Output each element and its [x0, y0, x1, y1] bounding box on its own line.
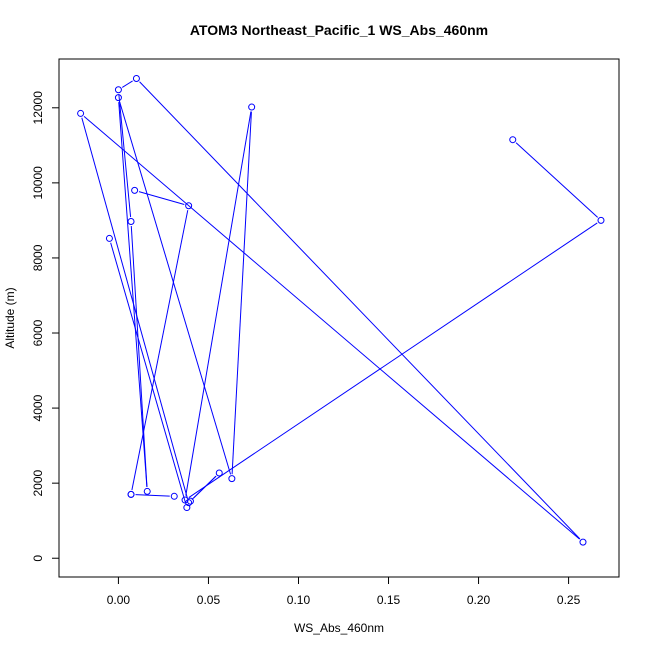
y-axis-label: Altitude (m) — [3, 287, 17, 348]
series-segment — [188, 222, 598, 498]
x-axis-label: WS_Abs_460nm — [294, 621, 384, 635]
data-point — [228, 475, 236, 483]
series-segment — [119, 101, 232, 475]
series-segment — [130, 225, 148, 487]
chart-title: ATOM3 Northeast_Pacific_1 WS_Abs_460nm — [190, 22, 488, 38]
series-segment — [135, 494, 170, 497]
x-tick-label: 0.05 — [197, 593, 221, 607]
data-point — [509, 136, 517, 144]
data-point — [127, 490, 135, 498]
series-segment — [121, 80, 133, 88]
series-segment — [118, 102, 148, 487]
series-segment — [83, 115, 580, 540]
data-point — [131, 186, 139, 194]
series-segment — [139, 81, 581, 540]
data-point — [77, 109, 85, 117]
data-point — [215, 469, 223, 477]
y-tick-label: 0 — [31, 555, 45, 562]
data-point — [186, 497, 194, 505]
series-segment — [231, 111, 252, 475]
data-point — [185, 499, 193, 507]
series-2 — [127, 490, 178, 500]
data-point — [248, 103, 256, 111]
series-segment — [118, 94, 132, 218]
series-0 — [77, 75, 605, 546]
data-point — [105, 234, 113, 242]
data-point — [185, 202, 193, 210]
data-point — [170, 492, 178, 500]
x-tick-label: 0.00 — [107, 593, 131, 607]
data-point — [183, 504, 191, 512]
series-segment — [81, 117, 188, 499]
x-tick-label: 0.15 — [377, 593, 401, 607]
y-tick-label: 6000 — [31, 319, 45, 346]
x-tick-label: 0.20 — [467, 593, 491, 607]
series-layer — [77, 75, 605, 546]
y-axis: 0 2000 4000 6000 8000 10000 12000 — [31, 91, 60, 562]
series-segment — [193, 475, 217, 499]
x-axis: 0.00 0.05 0.10 0.15 0.20 0.25 — [107, 576, 581, 607]
x-tick-label: 0.10 — [287, 593, 311, 607]
data-point — [579, 538, 587, 546]
y-tick-label: 12000 — [31, 91, 45, 125]
series-segment — [515, 142, 599, 218]
y-tick-label: 2000 — [31, 469, 45, 496]
data-point — [132, 75, 140, 83]
data-point — [143, 487, 151, 495]
data-point — [597, 216, 605, 224]
series-segment — [131, 210, 189, 491]
data-point — [114, 94, 122, 102]
data-point — [127, 218, 135, 226]
y-tick-label: 8000 — [31, 244, 45, 271]
y-tick-label: 10000 — [31, 166, 45, 200]
series-segment — [185, 111, 252, 496]
y-tick-label: 4000 — [31, 394, 45, 421]
series-segment — [138, 191, 185, 206]
data-point — [114, 86, 122, 94]
series-segment — [110, 242, 187, 504]
x-tick-label: 0.25 — [557, 593, 581, 607]
